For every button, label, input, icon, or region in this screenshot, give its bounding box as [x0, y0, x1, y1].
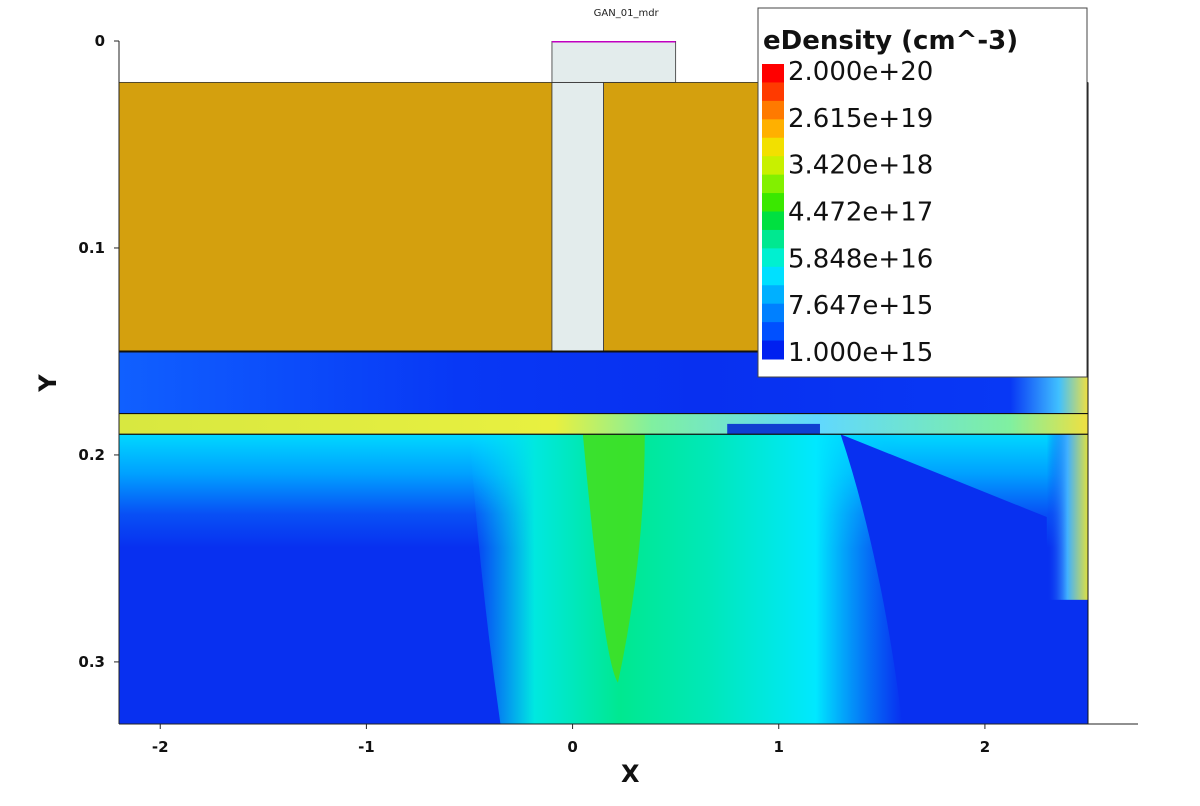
contour-left-pocket: [119, 548, 501, 724]
x-tick-label: -1: [358, 738, 375, 756]
contour-depletion: [727, 423, 820, 435]
plot-title: GAN_01_mdr: [594, 8, 660, 19]
legend-band: [762, 64, 784, 83]
legend-band: [762, 322, 784, 342]
x-tick-label: 1: [774, 738, 784, 756]
region-passivation-left: [119, 81, 553, 352]
legend-label: 1.000e+15: [788, 338, 933, 368]
y-tick-label: 0.3: [78, 653, 105, 671]
density-contours: [119, 423, 1088, 724]
legend-band: [762, 174, 784, 194]
y-tick-label: 0.1: [78, 239, 105, 257]
legend-label: 5.848e+16: [788, 244, 933, 274]
y-tick-label: 0.2: [78, 446, 105, 464]
region-interlayer: [119, 413, 1088, 435]
legend-label: 2.615e+19: [788, 104, 933, 134]
x-tick-label: -2: [152, 738, 169, 756]
contour-drain-edge: [1046, 434, 1088, 600]
contour-gate-tongue: [582, 434, 645, 683]
legend-band: [762, 340, 784, 360]
legend-band: [762, 248, 784, 268]
legend-band: [762, 266, 784, 286]
legend-band: [762, 285, 784, 305]
legend-band: [762, 193, 784, 212]
x-axis-title: X: [621, 760, 640, 788]
x-tick-label: 2: [980, 738, 990, 756]
y-axis-title: Y: [34, 374, 62, 393]
x-tick-label: 0: [567, 738, 577, 756]
axes: -2 -1 0 1 2 0 0.1 0.2 0.3: [78, 32, 1138, 756]
contour-center-plume: [469, 434, 903, 724]
legend-band: [762, 82, 784, 102]
legend-band: [762, 137, 784, 157]
legend-title: eDensity (cm^-3): [763, 26, 1018, 56]
region-gate-stem: [551, 81, 604, 352]
legend-band: [762, 211, 784, 231]
legend-color-bar: [762, 64, 784, 360]
legend-band: [762, 156, 784, 176]
legend-label: 4.472e+17: [788, 198, 933, 228]
region-gate-head: [551, 41, 677, 83]
y-tick-label: 0: [95, 32, 105, 50]
legend-band: [762, 229, 784, 249]
legend-band: [762, 119, 784, 139]
legend-label: 7.647e+15: [788, 291, 933, 321]
contour-right-pocket: [840, 434, 1047, 724]
legend-band: [762, 100, 784, 120]
legend-label: 3.420e+18: [788, 151, 933, 181]
legend-label: 2.000e+20: [788, 57, 933, 87]
region-boundaries: [119, 82, 1089, 724]
legend-band: [762, 303, 784, 323]
color-legend: eDensity (cm^-3) 2.000e+20 2.615e+19 3.420…: [757, 7, 1088, 378]
